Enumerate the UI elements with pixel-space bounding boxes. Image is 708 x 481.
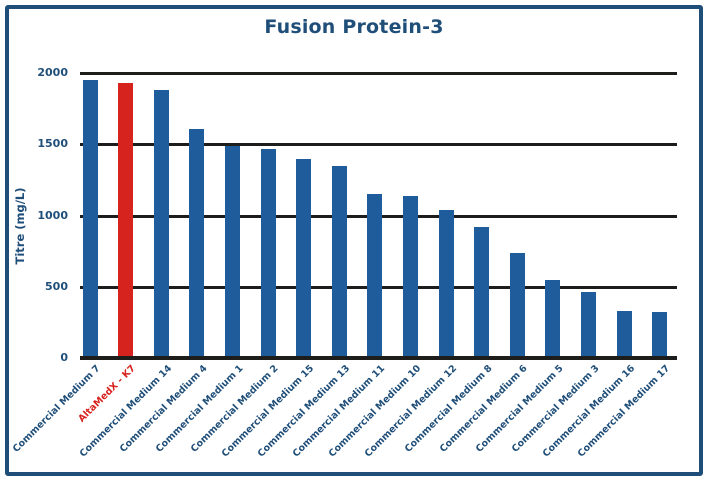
bar [545,279,561,358]
y-axis-tick-label: 1500 [37,137,68,151]
x-axis-label: Commercial Medium 12 [362,363,459,460]
x-axis-line [80,356,677,360]
bar [474,226,490,358]
bar [224,145,240,358]
x-axis-label: Commercial Medium 6 [438,363,530,455]
x-axis-label: Commercial Medium 14 [77,363,174,460]
chart-title: Fusion Protein-3 [264,16,444,38]
bar [509,252,525,358]
x-axis-label: Commercial Medium 3 [509,363,602,455]
bar [118,82,134,358]
x-axis-label: Commercial Medium 13 [255,363,352,460]
bar [189,128,205,358]
bar [438,209,454,358]
bar [652,312,668,358]
y-axis-label: Titre (mg/L) [13,187,27,265]
x-axis-label: Commercial Medium 2 [188,363,281,455]
x-axis-label: Commercial Medium 16 [540,363,637,460]
x-axis-label: Commercial Medium 5 [473,363,566,455]
x-axis-label: Commercial Medium 8 [402,363,495,455]
bar [331,165,347,358]
bar [367,194,383,358]
x-axis-label: AltaMedX - K7 [76,363,139,425]
y-axis-tick-label: 2000 [37,66,68,79]
x-axis-label: Commercial Medium 7 [10,363,103,455]
gridline [80,143,677,147]
bar [82,80,98,358]
bar [580,292,596,358]
x-axis-label: Commercial Medium 4 [117,363,210,455]
x-axis-label: Commercial Medium 10 [326,363,424,460]
x-axis-label: Commercial Medium 11 [291,363,388,460]
bar [260,148,276,358]
bar [153,90,169,358]
bar [296,158,312,358]
bar [616,310,632,358]
x-axis-label: Commercial Medium 1 [153,363,246,455]
x-axis-label: Commercial Medium 15 [219,363,317,460]
gridline [80,72,677,75]
y-axis-tick-label: 0 [60,351,68,364]
plot-area [80,72,677,360]
bar [402,195,418,358]
x-axis-label: Commercial Medium 17 [575,363,673,460]
